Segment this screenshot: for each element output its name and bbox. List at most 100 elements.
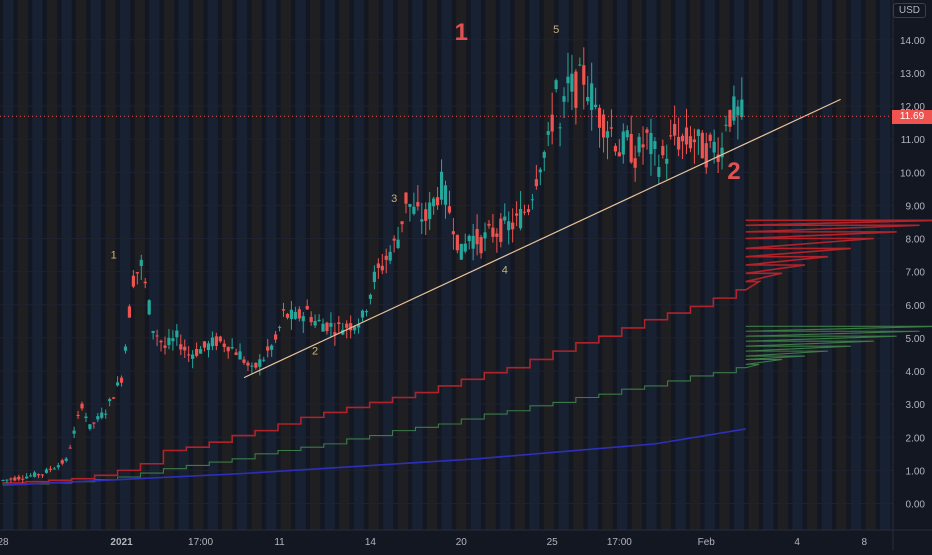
candle-body — [353, 326, 357, 331]
candle-body — [420, 219, 424, 222]
candle-body — [590, 83, 594, 111]
candle-body — [258, 359, 262, 367]
candle-body — [479, 236, 483, 254]
x-tick-label: 8 — [862, 537, 868, 548]
candle-body — [238, 351, 242, 360]
candle-body — [455, 234, 459, 251]
candle-body — [562, 96, 566, 102]
candle-body — [392, 238, 396, 241]
candle-body — [692, 139, 697, 143]
session-band — [105, 0, 116, 530]
current-price-tag: 11.69 — [892, 110, 932, 124]
green-step-line — [2, 325, 932, 486]
session-band — [558, 0, 569, 530]
session-band — [631, 0, 642, 530]
candle-body — [728, 110, 732, 127]
candle-body — [526, 209, 531, 213]
candle-body — [198, 349, 203, 354]
session-band — [602, 0, 613, 530]
candle-body — [151, 331, 155, 333]
candle-body — [44, 469, 49, 473]
candle-body — [613, 145, 617, 152]
candle-body — [143, 281, 147, 284]
candle-body — [92, 422, 96, 424]
candle-body — [222, 343, 226, 347]
session-band — [46, 0, 58, 530]
y-tick-label: 1.00 — [906, 466, 926, 477]
y-tick-label: 13.00 — [900, 69, 925, 80]
candle-body — [495, 233, 499, 237]
session-band — [704, 0, 715, 530]
session-band — [251, 0, 262, 530]
wave-label-big: 2 — [727, 158, 740, 185]
candle-body — [40, 474, 45, 476]
candle-body — [617, 152, 621, 157]
x-tick-label: 28 — [0, 537, 9, 548]
candle-body — [234, 352, 238, 355]
blue-average-line — [2, 428, 746, 487]
session-band — [383, 0, 394, 530]
candle-body — [206, 343, 211, 351]
y-tick-label: 12.00 — [900, 102, 925, 113]
candle-body — [661, 146, 665, 156]
y-tick-label: 9.00 — [906, 201, 926, 212]
currency-badge[interactable]: USD — [892, 3, 926, 18]
session-band — [719, 0, 730, 530]
candle-body — [594, 104, 598, 108]
candle-body — [123, 346, 128, 351]
candle-body — [550, 114, 554, 132]
candle-body — [163, 345, 167, 348]
candle-body — [171, 338, 175, 342]
session-band — [543, 0, 555, 530]
candle-body — [578, 64, 582, 66]
candle-body — [250, 365, 254, 367]
candle-body — [372, 271, 376, 283]
session-band — [470, 0, 482, 530]
candle-body — [5, 479, 9, 481]
session-band — [646, 0, 657, 530]
candle-body — [349, 323, 353, 331]
session-band — [207, 0, 218, 530]
y-tick-label: 10.00 — [900, 168, 925, 179]
candle-body — [214, 336, 218, 346]
candle-body — [202, 341, 207, 348]
candle-body — [266, 346, 270, 351]
candle-body — [677, 136, 681, 150]
candle-body — [653, 141, 657, 150]
candle-body — [696, 129, 700, 136]
session-band — [616, 0, 628, 530]
candle-body — [80, 403, 84, 409]
session-band — [441, 0, 452, 530]
candle-body — [424, 209, 428, 221]
candle-body — [408, 204, 412, 207]
session-band — [500, 0, 511, 530]
candle-body — [289, 309, 294, 319]
candle-body — [582, 65, 586, 85]
candle-body — [187, 354, 191, 356]
candle-body — [522, 211, 527, 213]
candle-body — [558, 127, 562, 129]
candle-body — [115, 382, 120, 386]
x-tick-label: 17:00 — [607, 537, 632, 548]
wave-label-small: 1 — [111, 249, 117, 261]
candle-body — [242, 359, 246, 363]
session-band — [865, 0, 876, 530]
candle-body — [64, 458, 68, 461]
current-price-label: 11.69 — [899, 111, 925, 122]
session-band — [397, 0, 408, 530]
candle-body — [84, 416, 88, 418]
candle-body — [175, 330, 179, 338]
session-band — [3, 0, 14, 530]
session-band — [456, 0, 467, 530]
candle-body — [688, 136, 693, 149]
candle-body — [96, 416, 100, 420]
candle-body — [376, 263, 380, 269]
currency-label: USD — [898, 5, 920, 16]
candle-body — [463, 243, 467, 252]
candle-body — [368, 294, 373, 299]
wave-label-small: 3 — [391, 193, 397, 205]
candle-body — [337, 322, 341, 324]
candle-body — [301, 316, 305, 322]
